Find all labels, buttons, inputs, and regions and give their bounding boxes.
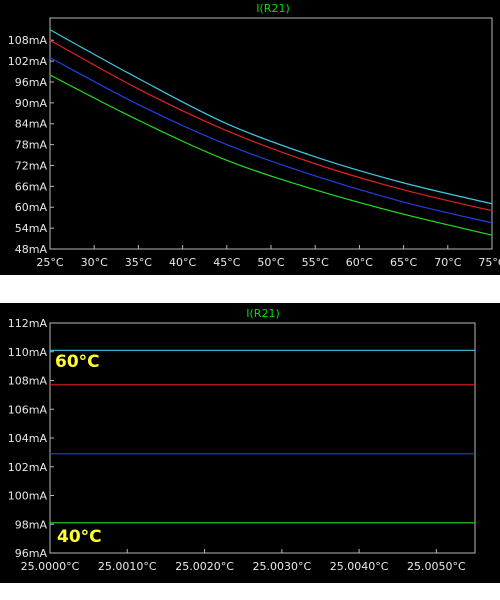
x-tick-label: 40°C — [169, 256, 196, 269]
y-tick-label: 54mA — [15, 222, 48, 235]
x-tick-label: 65°C — [390, 256, 417, 269]
y-tick-label: 108mA — [8, 375, 48, 388]
x-tick-label: 25.0040°C — [330, 560, 389, 573]
chart-title: I(R21) — [246, 307, 279, 320]
x-tick-label: 50°C — [257, 256, 284, 269]
x-tick-label: 35°C — [125, 256, 152, 269]
y-tick-label: 112mA — [8, 317, 48, 330]
y-tick-label: 78mA — [15, 139, 48, 152]
y-tick-label: 90mA — [15, 97, 48, 110]
x-tick-label: 60°C — [346, 256, 373, 269]
y-tick-label: 48mA — [15, 243, 48, 256]
annotation-60c: 60°C — [55, 352, 100, 372]
chart-title: I(R21) — [256, 2, 289, 15]
plot-frame — [49, 322, 476, 554]
y-tick-label: 102mA — [8, 461, 48, 474]
x-tick-label: 70°C — [434, 256, 461, 269]
series-line-1 — [49, 39, 493, 212]
x-tick-label: 45°C — [213, 256, 240, 269]
x-tick-label: 25.0020°C — [175, 560, 234, 573]
plot-frame — [49, 17, 493, 250]
y-tick-label: 84mA — [15, 118, 48, 131]
x-tick-label: 55°C — [302, 256, 329, 269]
y-tick-label: 66mA — [15, 180, 48, 193]
y-tick-label: 96mA — [15, 547, 48, 560]
y-tick-label: 110mA — [8, 346, 48, 359]
chart-panel-fixed-temperature: I(R21) 96mA 98mA 100mA 102mA 104mA 106mA 108mA… — [0, 303, 500, 583]
y-tick-label: 96mA — [15, 76, 48, 89]
y-tick-label: 102mA — [8, 55, 48, 68]
series-line-3 — [49, 74, 493, 236]
x-tick-label: 75°C — [478, 256, 500, 269]
chart-panel-temperature-sweep: I(R21) 48mA 54mA 60mA 66mA 72mA 78mA 84mA 90mA 9… — [0, 0, 500, 275]
y-tick-label: 108mA — [8, 34, 48, 47]
series-line-2 — [49, 57, 493, 224]
x-tick-label: 30°C — [81, 256, 108, 269]
series-line-0 — [49, 29, 493, 205]
y-tick-label: 98mA — [15, 518, 48, 531]
x-tick-label: 25.0000°C — [21, 560, 80, 573]
y-tick-label: 106mA — [8, 403, 48, 416]
chart-svg-temperature-sweep: I(R21) 48mA 54mA 60mA 66mA 72mA 78mA 84mA 90mA 9… — [8, 2, 500, 269]
x-tick-label: 25.0010°C — [98, 560, 157, 573]
x-tick-label: 25.0050°C — [407, 560, 466, 573]
x-tick-label: 25°C — [36, 256, 63, 269]
x-tick-label: 25.0030°C — [252, 560, 311, 573]
y-tick-label: 72mA — [15, 159, 48, 172]
y-tick-label: 60mA — [15, 201, 48, 214]
y-tick-label: 100mA — [8, 490, 48, 503]
y-tick-label: 104mA — [8, 432, 48, 445]
annotation-40c: 40°C — [57, 527, 102, 547]
chart-svg-fixed-temperature: I(R21) 96mA 98mA 100mA 102mA 104mA 106mA 108mA… — [8, 307, 476, 573]
